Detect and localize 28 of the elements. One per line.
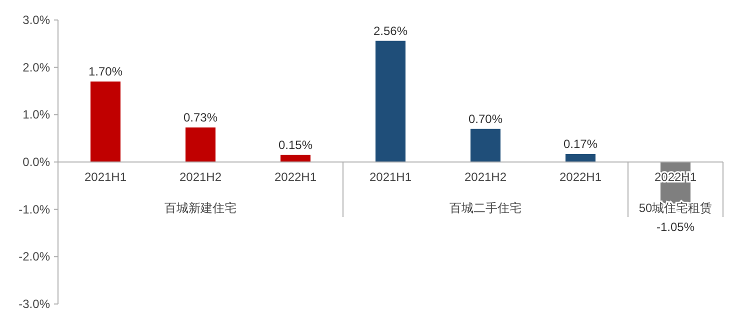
y-tick-label: 0.0%: [22, 155, 50, 169]
bar: [280, 154, 310, 162]
y-tick-label: -3.0%: [18, 297, 50, 311]
data-label: 2.56%: [373, 24, 408, 38]
data-label: 0.73%: [183, 110, 218, 124]
y-tick-label: -1.0%: [18, 202, 50, 216]
x-tick-label: 2021H2: [179, 170, 222, 184]
bar: [376, 40, 406, 162]
annotation: 百城新建住宅: [164, 201, 236, 215]
bar: [566, 154, 596, 162]
data-label: 1.70%: [88, 64, 123, 79]
x-tick-label: 2021H2: [464, 170, 507, 184]
y-tick-label: 2.0%: [22, 60, 50, 74]
data-label: 0.15%: [278, 138, 313, 152]
annotation: 百城二手住宅: [450, 201, 522, 215]
x-tick-label: 2022H1: [274, 170, 317, 184]
x-tick-label: 2021H1: [369, 170, 412, 184]
bar: [90, 82, 120, 162]
bar: [470, 128, 500, 162]
y-tick-label: -2.0%: [18, 250, 50, 264]
y-tick-label: 3.0%: [22, 13, 50, 27]
y-tick-label: 1.0%: [22, 108, 50, 122]
bar: [186, 127, 216, 162]
data-label: 0.70%: [468, 112, 503, 126]
data-label: -1.05%: [656, 220, 695, 234]
x-tick-label: 2022H1: [559, 170, 602, 184]
data-label: 0.17%: [563, 136, 598, 151]
x-tick-label: 2021H1: [84, 170, 127, 184]
